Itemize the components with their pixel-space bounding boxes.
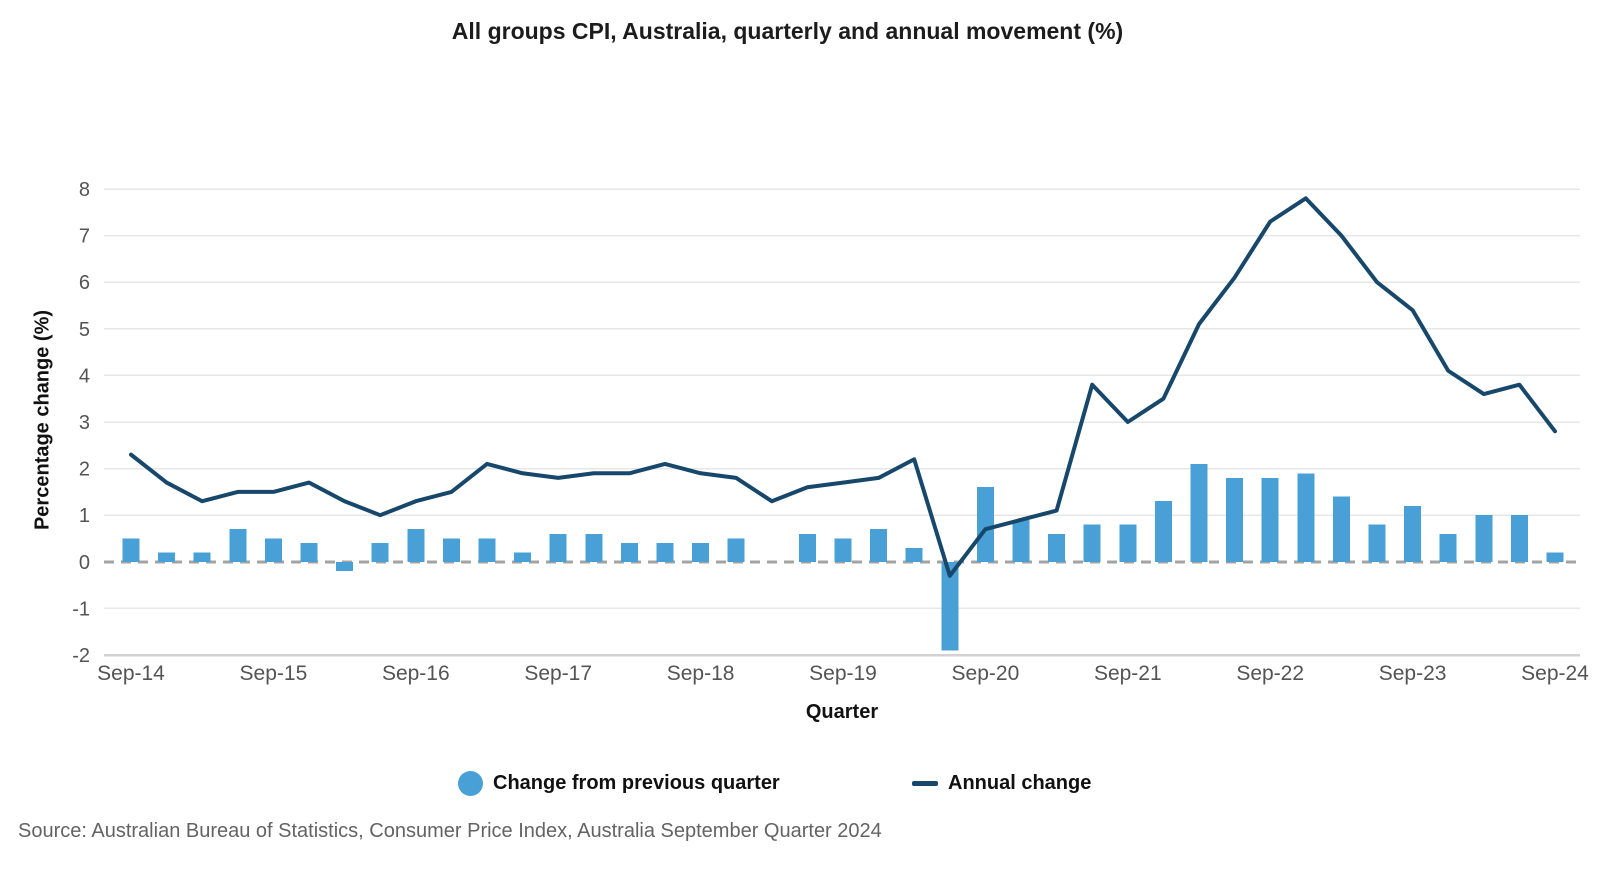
x-tick-label: Sep-24: [1521, 662, 1589, 685]
x-tick-label: Sep-20: [952, 662, 1020, 685]
y-tick-label: -1: [72, 598, 90, 620]
y-tick-label: 3: [79, 412, 90, 434]
bar: [407, 529, 425, 562]
legend-item-quarterly: Change from previous quarter: [458, 768, 780, 798]
y-axis-tick-labels: -2 -1 0 1 2 3 4 5 6 7 8: [72, 179, 90, 667]
x-tick-label: Sep-23: [1379, 662, 1447, 685]
bar: [1190, 463, 1208, 562]
bar: [549, 533, 567, 562]
y-tick-label: 1: [79, 505, 90, 527]
x-tick-label: Sep-18: [667, 662, 735, 685]
source-note: Source: Australian Bureau of Statistics,…: [18, 820, 882, 842]
bar: [1154, 501, 1172, 562]
bar: [941, 561, 959, 651]
bar: [1439, 533, 1457, 562]
x-tick-label: Sep-22: [1236, 662, 1304, 685]
bar: [158, 552, 176, 562]
bar: [585, 533, 603, 562]
chart-title: All groups CPI, Australia, quarterly and…: [451, 18, 1124, 44]
bar: [692, 543, 710, 562]
bar: [870, 529, 888, 562]
bar: [1368, 524, 1386, 562]
x-axis-tick-labels: Sep-14 Sep-15 Sep-16 Sep-17 Sep-18 Sep-19 Sep-…: [97, 662, 1589, 685]
bar: [1475, 515, 1493, 562]
y-tick-label: 5: [79, 319, 90, 341]
bar: [976, 487, 994, 562]
bar: [336, 561, 354, 572]
y-tick-label: 4: [79, 365, 90, 387]
y-tick-label: -2: [72, 645, 90, 667]
bar: [1226, 477, 1244, 562]
bar: [264, 538, 282, 562]
legend-label-quarterly: Change from previous quarter: [493, 771, 780, 794]
quarterly-change-marker-icon: [458, 770, 483, 796]
annual-change-line: [129, 196, 1557, 578]
x-tick-label: Sep-14: [97, 662, 165, 685]
y-tick-label: 8: [79, 179, 90, 201]
bar: [478, 538, 496, 562]
bar: [193, 552, 211, 562]
bar: [1297, 473, 1315, 562]
bar: [442, 538, 460, 562]
x-tick-label: Sep-17: [524, 662, 592, 685]
bar: [122, 538, 140, 562]
bar: [1048, 533, 1066, 562]
legend-label-annual: Annual change: [948, 771, 1092, 794]
quarterly-change-bars: [122, 463, 1564, 651]
bar: [620, 543, 638, 562]
bar: [229, 529, 247, 562]
bar: [1332, 496, 1350, 562]
bar: [1546, 552, 1564, 562]
bar: [1119, 524, 1137, 562]
legend-item-annual: Annual change: [912, 768, 1091, 798]
bar: [905, 547, 923, 562]
x-tick-label: Sep-16: [382, 662, 450, 685]
x-tick-label: Sep-19: [809, 662, 877, 685]
bar: [656, 543, 674, 562]
y-tick-label: 0: [79, 552, 90, 574]
bar: [1012, 519, 1030, 562]
y-axis-title: Percentage change (%): [31, 309, 54, 531]
bar: [300, 543, 318, 562]
x-tick-label: Sep-21: [1094, 662, 1162, 685]
y-tick-label: 2: [79, 459, 90, 481]
x-axis-title: Quarter: [805, 701, 879, 723]
bar: [1261, 477, 1279, 562]
bar: [727, 538, 745, 562]
y-tick-label: 7: [79, 226, 90, 248]
y-tick-label: 6: [79, 272, 90, 294]
bar: [1083, 524, 1101, 562]
bar: [514, 552, 532, 562]
bar: [834, 538, 852, 562]
bar: [371, 543, 389, 562]
x-tick-label: Sep-15: [240, 662, 308, 685]
bar: [798, 533, 816, 562]
annual-change-marker-icon: [912, 780, 938, 786]
bar: [1404, 505, 1422, 562]
bar: [1510, 515, 1528, 562]
